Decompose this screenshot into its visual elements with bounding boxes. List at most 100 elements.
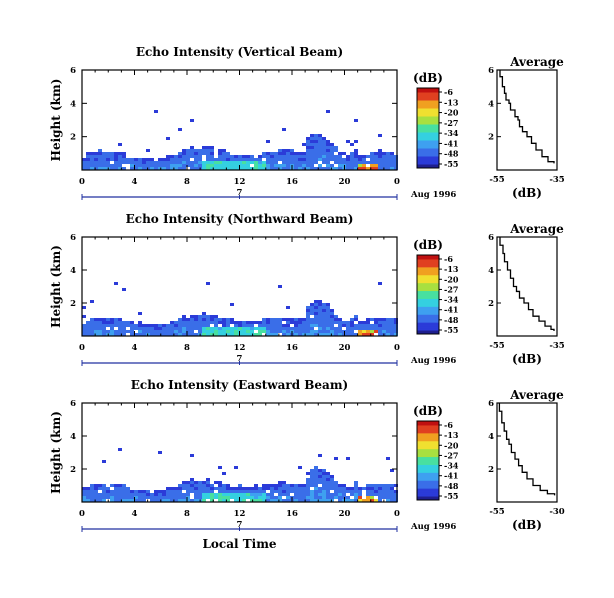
echo-cell bbox=[122, 490, 126, 493]
echo-cell bbox=[298, 327, 302, 330]
echo-cell bbox=[370, 318, 374, 321]
echo-cell bbox=[270, 330, 274, 333]
echo-cell bbox=[190, 330, 194, 333]
echo-cell bbox=[102, 167, 106, 170]
echo-cell bbox=[242, 161, 246, 164]
echo-cell bbox=[314, 475, 318, 478]
echo-cell bbox=[314, 318, 318, 321]
echo-cell bbox=[266, 152, 270, 155]
echo-cell bbox=[190, 324, 194, 327]
echo-cell bbox=[366, 155, 370, 158]
echo-cell bbox=[218, 333, 222, 336]
colorbar-swatch bbox=[417, 134, 439, 137]
echo-cell bbox=[282, 324, 286, 327]
echo-cell bbox=[198, 164, 202, 167]
colorbar-swatch bbox=[417, 432, 439, 436]
colorbar-swatch bbox=[417, 292, 439, 295]
echo-cell bbox=[270, 499, 274, 502]
echo-cell bbox=[210, 490, 214, 493]
colorbar-swatch bbox=[417, 290, 439, 294]
colorbar-swatch bbox=[417, 126, 439, 129]
echo-cell bbox=[206, 330, 210, 333]
echo-cell bbox=[198, 330, 202, 333]
echo-cell bbox=[306, 324, 310, 327]
echo-cell bbox=[326, 484, 330, 487]
echo-cell bbox=[326, 493, 330, 496]
colorbar-swatch bbox=[417, 102, 439, 105]
colorbar-swatch bbox=[417, 300, 439, 303]
colorbar-swatch bbox=[417, 164, 439, 167]
colorbar-swatch bbox=[417, 306, 439, 309]
echo-cell bbox=[262, 499, 266, 502]
echo-cell bbox=[126, 321, 130, 324]
echo-cell bbox=[330, 484, 334, 487]
echo-cell bbox=[254, 161, 258, 164]
echo-cell bbox=[318, 149, 322, 152]
echo-cell bbox=[230, 303, 234, 306]
colorbar-swatch bbox=[417, 434, 439, 438]
echo-cell bbox=[270, 493, 274, 496]
echo-cell bbox=[322, 490, 326, 493]
echo-cell bbox=[386, 167, 390, 170]
colorbar-swatch bbox=[417, 476, 439, 479]
echo-cell bbox=[86, 496, 90, 499]
colorbar-swatch bbox=[417, 464, 439, 467]
echo-cell bbox=[262, 484, 266, 487]
echo-cell bbox=[366, 167, 370, 170]
echo-cell bbox=[238, 493, 242, 496]
echo-cell bbox=[282, 490, 286, 493]
echo-cell bbox=[330, 315, 334, 318]
echo-cell bbox=[118, 448, 122, 451]
echo-cell bbox=[258, 155, 262, 158]
echo-cell bbox=[206, 478, 210, 481]
echo-cell bbox=[382, 164, 386, 167]
colorbar-swatch bbox=[417, 276, 439, 280]
date-marker: 7 bbox=[237, 520, 243, 530]
echo-cell bbox=[146, 493, 150, 496]
colorbar-swatch bbox=[417, 108, 439, 111]
echo-cell bbox=[326, 152, 330, 155]
colorbar-swatch bbox=[417, 150, 439, 153]
echo-cell bbox=[310, 155, 314, 158]
echo-cell bbox=[310, 143, 314, 146]
echo-cell bbox=[86, 158, 90, 161]
echo-cell bbox=[278, 481, 282, 484]
echo-cell bbox=[334, 146, 338, 149]
echo-cell bbox=[114, 158, 118, 161]
echo-cell bbox=[254, 484, 258, 487]
echo-cell bbox=[338, 484, 342, 487]
echo-cell bbox=[186, 324, 190, 327]
echo-cell bbox=[386, 493, 390, 496]
echo-cell bbox=[270, 324, 274, 327]
echo-cell bbox=[262, 161, 266, 164]
echo-cell bbox=[102, 161, 106, 164]
echo-cell bbox=[138, 324, 142, 327]
colorbar-swatch bbox=[417, 128, 439, 131]
colorbar-tick-label: -48 bbox=[444, 481, 459, 491]
echo-cell bbox=[290, 484, 294, 487]
echo-cell bbox=[302, 167, 306, 170]
echo-cell bbox=[162, 324, 166, 327]
echo-cell bbox=[282, 128, 286, 131]
echo-cell bbox=[94, 327, 98, 330]
echo-cell bbox=[190, 490, 194, 493]
echo-cell bbox=[142, 490, 146, 493]
x-tick-label: 0 bbox=[394, 509, 400, 519]
echo-cell bbox=[298, 490, 302, 493]
echo-cell bbox=[190, 152, 194, 155]
echo-cell bbox=[386, 158, 390, 161]
echo-cell bbox=[338, 496, 342, 499]
echo-cell bbox=[326, 330, 330, 333]
echo-cell bbox=[334, 158, 338, 161]
echo-cell bbox=[202, 161, 206, 164]
echo-cell bbox=[286, 155, 290, 158]
echo-cell bbox=[222, 330, 226, 333]
echo-cell bbox=[354, 484, 358, 487]
echo-cell bbox=[358, 167, 362, 170]
echo-cell bbox=[310, 330, 314, 333]
echo-cell bbox=[370, 487, 374, 490]
echo-cell bbox=[334, 330, 338, 333]
echo-cell bbox=[122, 327, 126, 330]
echo-cell bbox=[246, 487, 250, 490]
echo-cell bbox=[202, 312, 206, 315]
